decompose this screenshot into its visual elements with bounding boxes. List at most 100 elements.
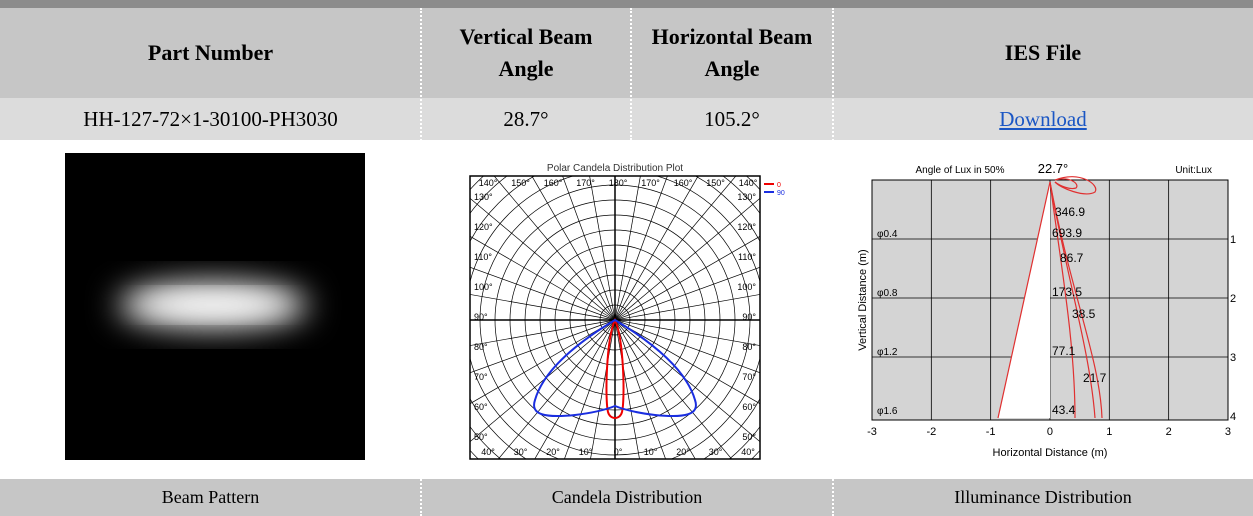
- plot-text: 693.9: [1052, 226, 1082, 240]
- polar-label: 100°: [737, 282, 756, 292]
- polar-label: 140°: [739, 178, 758, 188]
- header-cell: IES File: [833, 8, 1253, 98]
- polar-label: 50°: [474, 432, 488, 442]
- polar-label: 150°: [511, 178, 530, 188]
- plot-text: 3: [1230, 352, 1236, 364]
- polar-label: 10°: [644, 447, 658, 457]
- plot-text: 173.5: [1052, 285, 1082, 299]
- beam-pattern: [65, 153, 365, 460]
- polar-label: 150°: [706, 178, 725, 188]
- polar-label: 70°: [742, 372, 756, 382]
- images-row: Polar Candela Distribution Plot 140° 150°…: [65, 153, 1236, 460]
- polar-label: 60°: [474, 402, 488, 412]
- plot-text: 1: [1230, 234, 1236, 246]
- plot-text: φ1.2: [877, 347, 898, 358]
- polar-spoke: [614, 319, 760, 374]
- polar-label: 30°: [709, 447, 723, 457]
- polar-label: 80°: [742, 342, 756, 352]
- footer-cell: Beam Pattern: [0, 479, 421, 516]
- polar-spoke: [614, 176, 737, 321]
- polar-label: 90°: [742, 312, 756, 322]
- polar-spoke: [614, 319, 760, 443]
- polar-spoke: [470, 319, 616, 405]
- plot-text: Vertical Distance (m): [857, 249, 869, 350]
- plot-text: 3: [1225, 426, 1231, 438]
- polar-spoke: [470, 294, 616, 321]
- horizontal-angle: 105.2°: [631, 98, 833, 140]
- part-number: HH-127-72×1-30100-PH3030: [0, 98, 421, 140]
- plot-text: φ0.8: [877, 288, 898, 299]
- polar-label: 20°: [676, 447, 690, 457]
- plot-text: Unit:Lux: [1175, 165, 1212, 176]
- polar-label: 40°: [741, 447, 755, 457]
- polar-spoke: [470, 319, 616, 346]
- polar-label: 110°: [738, 252, 756, 262]
- vertical-angle: 28.7°: [421, 98, 631, 140]
- plot-text: -2: [926, 426, 936, 438]
- polar-label: 120°: [474, 222, 493, 232]
- polar-label: 140°: [479, 178, 498, 188]
- polar-spoke: [497, 319, 616, 459]
- plot-text: 0: [1047, 426, 1053, 438]
- plot-text: Horizontal Distance (m): [993, 447, 1108, 459]
- polar-spoke: [614, 235, 760, 321]
- plot-text: 21.7: [1083, 371, 1107, 385]
- legend-label: 0: [777, 182, 781, 189]
- polar-label: 120°: [737, 222, 756, 232]
- plot-text: 1: [1106, 426, 1112, 438]
- plot-text: φ1.6: [877, 406, 898, 417]
- polar-spoke: [470, 319, 616, 374]
- separator: [420, 8, 422, 516]
- ies-cell: Download: [833, 98, 1253, 140]
- polar-spoke: [470, 197, 616, 321]
- plot-text: 2: [1166, 426, 1172, 438]
- polar-spoke: [470, 235, 616, 321]
- polar-spoke: [614, 197, 760, 321]
- separator: [832, 8, 834, 516]
- polar-spoke: [531, 176, 616, 321]
- polar-label: 160°: [674, 178, 693, 188]
- plot-text: 346.9: [1055, 205, 1085, 219]
- polar-spoke: [614, 294, 760, 321]
- polar-label: 20°: [546, 447, 560, 457]
- polar-spoke: [493, 176, 616, 321]
- plot-text: 2: [1230, 293, 1236, 305]
- polar-label: 180°: [609, 178, 628, 188]
- plot-text: φ0.4: [877, 229, 898, 240]
- polar-spoke: [614, 266, 760, 321]
- polar-label: 70°: [474, 372, 488, 382]
- plot-text: 86.7: [1060, 251, 1084, 265]
- polar-spoke: [564, 319, 616, 459]
- plot-text: 43.4: [1052, 403, 1076, 417]
- polar-spoke: [614, 319, 760, 346]
- polar-spoke: [470, 266, 616, 321]
- polar-spoke: [614, 176, 699, 321]
- plot-text: 22.7°: [1038, 161, 1069, 176]
- polar-label: 170°: [641, 178, 660, 188]
- polar-label: 0°: [614, 447, 623, 457]
- polar-spoke: [589, 176, 616, 321]
- plot-text: -3: [867, 426, 877, 438]
- polar-spoke: [614, 176, 641, 321]
- polar-label: 10°: [579, 447, 593, 457]
- polar-spoke: [470, 319, 616, 443]
- plot-text: 38.5: [1072, 307, 1096, 321]
- polar-label: 40°: [481, 447, 495, 457]
- polar-label: 170°: [576, 178, 595, 188]
- plot-text: 77.1: [1052, 344, 1076, 358]
- polar-label: 60°: [742, 402, 756, 412]
- download-link[interactable]: Download: [999, 106, 1087, 131]
- polar-label: 160°: [544, 178, 563, 188]
- header-cell: Horizontal Beam Angle: [631, 8, 833, 98]
- polar-label: 110°: [474, 252, 492, 262]
- polar-label: 90°: [474, 312, 488, 322]
- polar-plot: Polar Candela Distribution Plot 140° 150°…: [469, 163, 785, 460]
- polar-label: 50°: [742, 432, 756, 442]
- polar-label: 30°: [514, 447, 528, 457]
- polar-label: 130°: [737, 192, 756, 202]
- footer-cell: Candela Distribution: [421, 479, 833, 516]
- illuminance-plot: Angle of Lux in 50% 22.7° Unit:Lux Horizont…: [857, 161, 1236, 459]
- plot-title: Polar Candela Distribution Plot: [547, 163, 683, 174]
- polar-spoke: [614, 319, 760, 405]
